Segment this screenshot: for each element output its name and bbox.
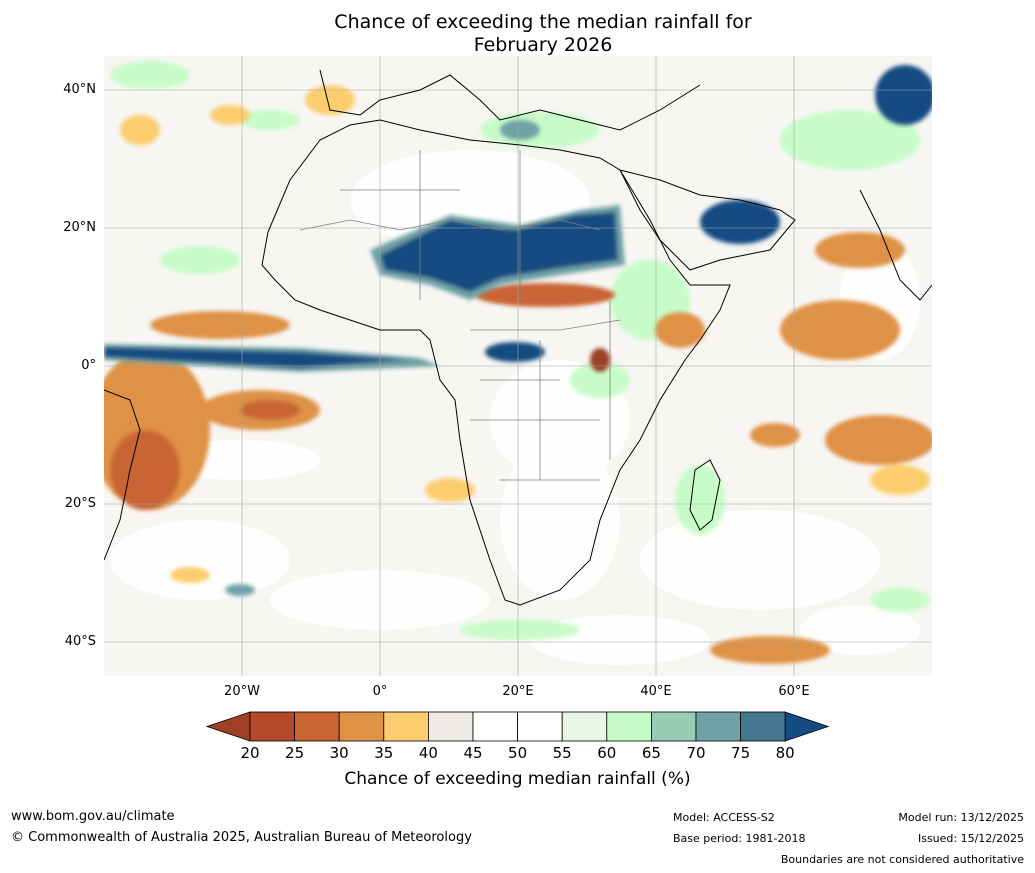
colorbar-segment — [606, 711, 652, 742]
map-area — [104, 56, 932, 676]
colorbar-tick-label: 30 — [329, 744, 349, 762]
colorbar-tick-label: 50 — [508, 744, 528, 762]
colorbar-extend-low — [205, 711, 251, 742]
colorbar-tick-label: 45 — [463, 744, 483, 762]
much-wetter-patches — [104, 65, 932, 596]
colorbar-segment — [427, 711, 474, 742]
map-title-line2: February 2026 — [473, 34, 613, 56]
europe-coastline — [319, 69, 701, 131]
footer-issued: Issued: 15/12/2025 — [917, 832, 1024, 845]
footer-website[interactable]: www.bom.gov.au/climate — [11, 809, 175, 824]
colorbar-tick-label: 55 — [552, 744, 572, 762]
india-coastline — [859, 189, 932, 301]
colorbar-segment — [651, 711, 697, 742]
footer-disclaimer: Boundaries are not considered authoritat… — [780, 853, 1024, 866]
footer-model: Model: ACCESS-S2 — [673, 811, 775, 824]
lat-label-40s: 40°S — [64, 634, 96, 649]
lon-label-40e: 40°E — [640, 684, 672, 699]
colorbar-tick-label: 25 — [285, 744, 305, 762]
colorbar-segment — [695, 711, 741, 742]
country-borders — [299, 150, 621, 481]
colorbar-segment — [383, 711, 429, 742]
colorbar-tick-label: 35 — [374, 744, 394, 762]
colorbar-segment — [249, 711, 295, 742]
south-america-coastline — [104, 389, 141, 561]
lat-label-20n: 20°N — [63, 220, 96, 235]
colorbar-tick-label: 75 — [731, 744, 751, 762]
lon-label-20w: 20°W — [224, 684, 260, 699]
colorbar-tick-label: 70 — [686, 744, 706, 762]
colorbar-segment — [338, 711, 385, 742]
coastlines — [104, 69, 932, 606]
colorbar-extend-high — [784, 711, 830, 742]
colorbar-tick-label: 20 — [240, 744, 260, 762]
lon-label-60e: 60°E — [778, 684, 810, 699]
footer-base-period: Base period: 1981-2018 — [673, 832, 806, 845]
colorbar-segment — [561, 711, 608, 742]
colorbar — [205, 711, 830, 742]
lat-label-40n: 40°N — [63, 82, 96, 97]
madagascar-coastline — [689, 459, 721, 531]
footer-model-run: Model run: 13/12/2025 — [898, 811, 1024, 824]
arabia-coastline — [619, 169, 796, 271]
lon-label-0: 0° — [372, 684, 388, 699]
colorbar-title: Chance of exceeding median rainfall (%) — [344, 769, 691, 789]
colorbar-tick-label: 60 — [597, 744, 617, 762]
wetter-patches — [110, 61, 930, 640]
map-title-line1: Chance of exceeding the median rainfall … — [334, 11, 752, 33]
colorbar-tick-label: 80 — [775, 744, 795, 762]
colorbar-segment — [472, 711, 518, 742]
lat-label-0: 0° — [81, 358, 96, 373]
colorbar-tick-label: 65 — [641, 744, 661, 762]
lon-label-20e: 20°E — [502, 684, 534, 699]
colorbar-tick-label: 40 — [418, 744, 438, 762]
footer-copyright: © Commonwealth of Australia 2025, Austra… — [11, 830, 472, 845]
colorbar-segment — [294, 711, 340, 742]
graticule — [104, 56, 932, 676]
colorbar-segment — [517, 711, 563, 742]
lat-label-20s: 20°S — [64, 496, 96, 511]
colorbar-segment — [740, 711, 786, 742]
africa-coastline — [261, 119, 731, 606]
